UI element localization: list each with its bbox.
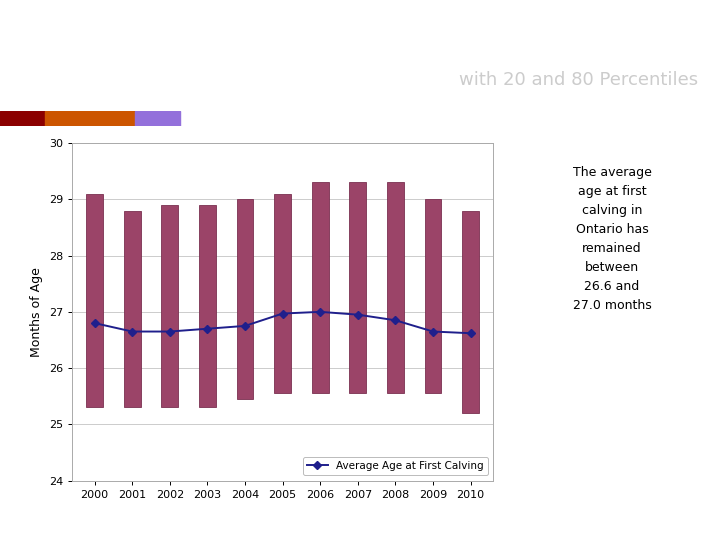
- Line: Average Age at First Calving: Average Age at First Calving: [91, 309, 474, 336]
- Average Age at First Calving: [428, 328, 437, 335]
- Bar: [161, 205, 179, 408]
- Y-axis label: Months of Age: Months of Age: [30, 267, 43, 357]
- Bar: [312, 183, 328, 394]
- Bar: [462, 211, 479, 413]
- Average Age at First Calving: [90, 320, 99, 326]
- Average Age at First Calving: [203, 326, 212, 332]
- Average Age at First Calving: [166, 328, 174, 335]
- Bar: [124, 211, 140, 408]
- Average Age at First Calving: [354, 312, 362, 318]
- Bar: [0, 111, 45, 126]
- Bar: [237, 199, 253, 399]
- Average Age at First Calving: [240, 323, 249, 329]
- Bar: [45, 111, 135, 126]
- Text: The average
age at first
calving in
Ontario has
remained
between
26.6 and
27.0 m: The average age at first calving in Onta…: [572, 166, 652, 312]
- Average Age at First Calving: [128, 328, 137, 335]
- Legend: Average Age at First Calving: Average Age at First Calving: [303, 457, 488, 475]
- Average Age at First Calving: [467, 330, 475, 336]
- Average Age at First Calving: [391, 317, 400, 323]
- Average Age at First Calving: [278, 310, 287, 317]
- Bar: [199, 205, 216, 408]
- Bar: [274, 194, 291, 394]
- Bar: [135, 111, 180, 126]
- Average Age at First Calving: [316, 308, 325, 315]
- Bar: [387, 183, 404, 394]
- Text: Average Age at First Calving: Average Age at First Calving: [305, 17, 698, 45]
- Bar: [425, 199, 441, 394]
- Bar: [86, 194, 103, 408]
- Bar: [349, 183, 366, 394]
- Text: with 20 and 80 Percentiles: with 20 and 80 Percentiles: [459, 71, 698, 89]
